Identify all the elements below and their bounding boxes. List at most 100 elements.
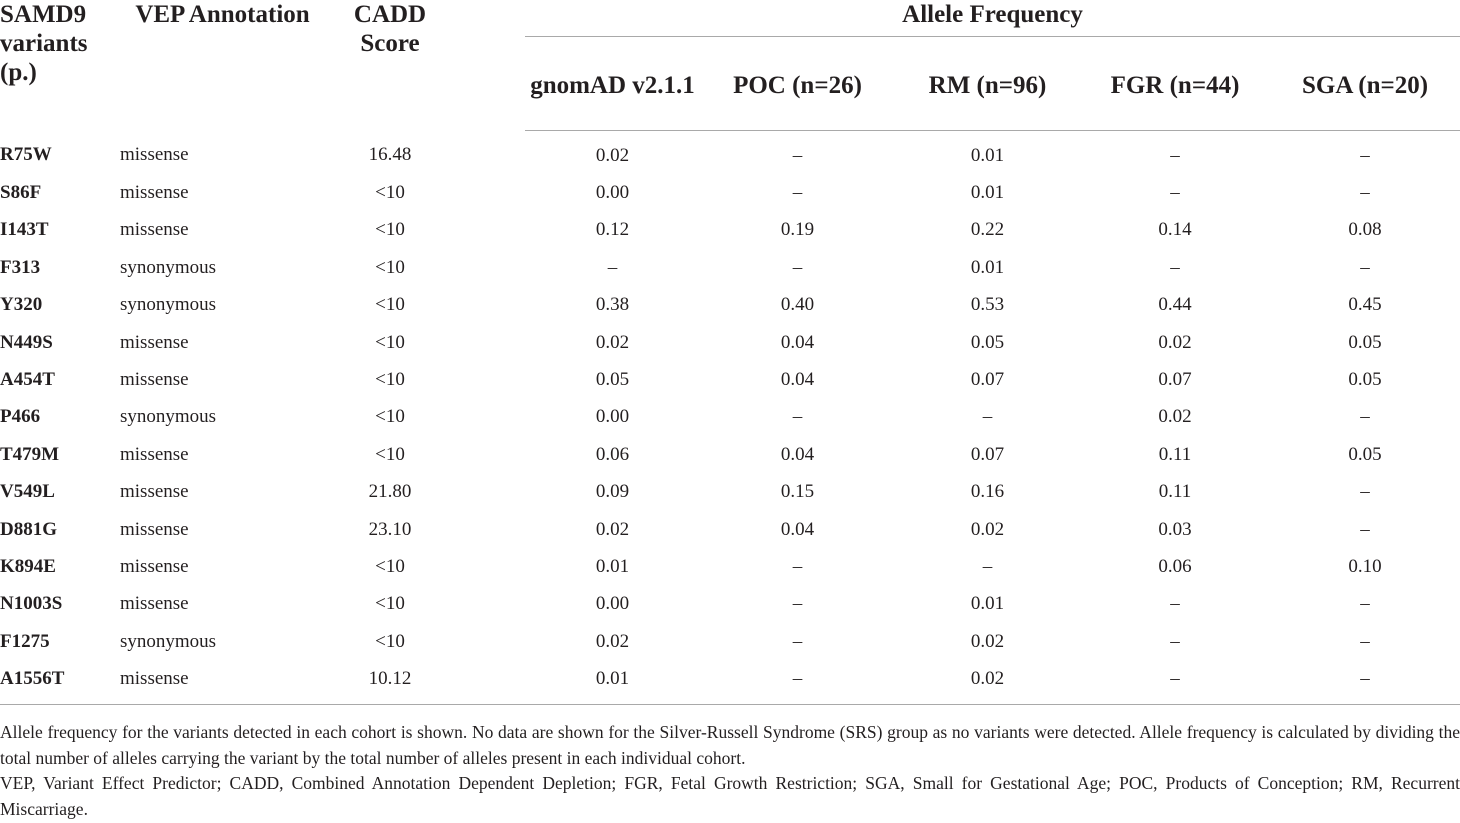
- header-vep: VEP Annotation: [135, 1, 310, 28]
- cell-annotation: missense: [120, 443, 189, 465]
- cell-cadd: <10: [375, 406, 405, 428]
- cell-variant: D881G: [0, 518, 57, 540]
- cell-annotation: synonymous: [120, 630, 217, 652]
- table-row: F1275 synonymous <10 0.02 – 0.02 – –: [0, 623, 1460, 660]
- table-row: A454T missense <10 0.05 0.04 0.07 0.07 0.05: [0, 361, 1460, 398]
- cell-poc: –: [792, 182, 803, 204]
- cell-annotation: missense: [120, 555, 189, 577]
- cell-fgr: 0.02: [1158, 331, 1192, 353]
- header-allele-frequency: Allele Frequency: [525, 0, 1460, 37]
- cell-annotation: missense: [120, 660, 325, 705]
- cell-poc: 0.04: [780, 331, 815, 353]
- cell-poc: –: [792, 256, 803, 278]
- cell-sga: –: [1360, 593, 1370, 615]
- cell-variant: Y320: [0, 294, 43, 316]
- cell-annotation: missense: [120, 369, 189, 391]
- cell-poc: 0.15: [780, 481, 815, 503]
- cell-fgr: 0.14: [1158, 219, 1192, 241]
- cell-poc: 0.19: [780, 219, 815, 241]
- cell-sga: –: [1360, 144, 1370, 166]
- cell-poc: –: [792, 406, 803, 428]
- cell-rm: 0.01: [970, 144, 1005, 166]
- table-row: D881G missense 23.10 0.02 0.04 0.02 0.03 –: [0, 511, 1460, 548]
- cell-cadd: 16.48: [368, 144, 412, 166]
- cell-gnomad: –: [607, 256, 618, 278]
- cell-rm: 0.02: [895, 660, 1080, 705]
- footnote-allele-frequency: Allele frequency for the variants detect…: [0, 722, 1460, 768]
- cell-annotation: missense: [120, 144, 189, 166]
- header-rm: RM (n=96): [895, 36, 1080, 131]
- cell-variant: P466: [0, 406, 41, 428]
- cell-fgr: –: [1170, 630, 1180, 652]
- cell-poc: –: [792, 144, 803, 166]
- cell-sga: 0.05: [1348, 331, 1382, 353]
- cell-fgr: –: [1170, 593, 1180, 615]
- cell-gnomad: 0.02: [595, 518, 630, 540]
- footnote-abbreviations: VEP, Variant Effect Predictor; CADD, Com…: [0, 773, 1460, 819]
- cell-gnomad: 0.02: [595, 144, 630, 166]
- cell-rm: 0.53: [970, 294, 1005, 316]
- table-row: Y320 synonymous <10 0.38 0.40 0.53 0.44 0.45: [0, 287, 1460, 324]
- cell-variant: A454T: [0, 369, 55, 391]
- cell-variant: S86F: [0, 182, 42, 204]
- cell-cadd: <10: [375, 593, 405, 615]
- cell-rm: –: [982, 406, 993, 428]
- header-variant: SAMD9 variants (p.): [0, 1, 88, 86]
- cell-cadd: <10: [375, 182, 405, 204]
- cell-fgr: 0.03: [1158, 518, 1192, 540]
- header-fgr: FGR (n=44): [1080, 36, 1270, 131]
- table-row: A1556T missense 10.12 0.01–0.02– –: [0, 660, 1460, 705]
- cell-cadd: 10.12: [325, 660, 525, 705]
- cell-variant: A1556T: [0, 660, 120, 705]
- cell-variant: K894E: [0, 555, 56, 577]
- cell-fgr: 0.11: [1158, 443, 1192, 465]
- cell-gnomad: 0.38: [595, 294, 630, 316]
- cell-sga: 0.05: [1348, 369, 1382, 391]
- cell-rm: 0.01: [970, 256, 1005, 278]
- cell-sga: 0.08: [1348, 219, 1382, 241]
- cell-rm: 0.02: [970, 518, 1005, 540]
- cell-sga: –: [1270, 660, 1460, 705]
- cell-variant: T479M: [0, 443, 60, 465]
- cell-poc: 0.04: [780, 369, 815, 391]
- cell-annotation: missense: [120, 331, 189, 353]
- cell-rm: 0.01: [970, 182, 1005, 204]
- table-row: P466 synonymous <10 0.00 – – 0.02 –: [0, 399, 1460, 436]
- cell-fgr: –: [1170, 182, 1180, 204]
- cell-cadd: 21.80: [368, 481, 412, 503]
- cell-annotation: missense: [120, 182, 189, 204]
- cell-annotation: missense: [120, 219, 189, 241]
- cell-variant: V549L: [0, 481, 55, 503]
- cell-variant: F313: [0, 256, 41, 278]
- cell-rm: 0.16: [970, 481, 1005, 503]
- cell-gnomad: 0.06: [595, 443, 630, 465]
- table-footnotes: Allele frequency for the variants detect…: [0, 720, 1460, 822]
- table-row: R75W missense 16.48 0.02 – 0.01 – –: [0, 131, 1460, 175]
- cell-poc: –: [792, 593, 803, 615]
- cell-cadd: 23.10: [368, 518, 412, 540]
- cell-variant: N1003S: [0, 593, 63, 615]
- table-row: I143T missense <10 0.12 0.19 0.22 0.14 0.08: [0, 212, 1460, 249]
- cell-poc: –: [792, 555, 803, 577]
- cell-cadd: <10: [375, 555, 405, 577]
- cell-sga: –: [1360, 518, 1370, 540]
- cell-cadd: <10: [375, 294, 405, 316]
- cell-gnomad: 0.00: [595, 593, 630, 615]
- cell-variant: R75W: [0, 144, 52, 166]
- cell-rm: 0.05: [970, 331, 1005, 353]
- cell-fgr: –: [1170, 144, 1180, 166]
- cell-sga: –: [1360, 481, 1370, 503]
- cell-sga: 0.05: [1348, 443, 1382, 465]
- cell-rm: 0.22: [970, 219, 1005, 241]
- header-poc: POC (n=26): [700, 36, 895, 131]
- cell-rm: 0.07: [970, 443, 1005, 465]
- cell-fgr: –: [1080, 660, 1270, 705]
- cell-annotation: synonymous: [120, 406, 217, 428]
- table-row: V549L missense 21.80 0.09 0.15 0.16 0.11 –: [0, 474, 1460, 511]
- cell-cadd: <10: [375, 369, 405, 391]
- cell-cadd: <10: [375, 443, 405, 465]
- table-row: S86F missense <10 0.00 – 0.01 – –: [0, 174, 1460, 211]
- table-row: N449S missense <10 0.02 0.04 0.05 0.02 0.05: [0, 324, 1460, 361]
- cell-rm: 0.07: [970, 369, 1005, 391]
- cell-fgr: 0.44: [1158, 294, 1192, 316]
